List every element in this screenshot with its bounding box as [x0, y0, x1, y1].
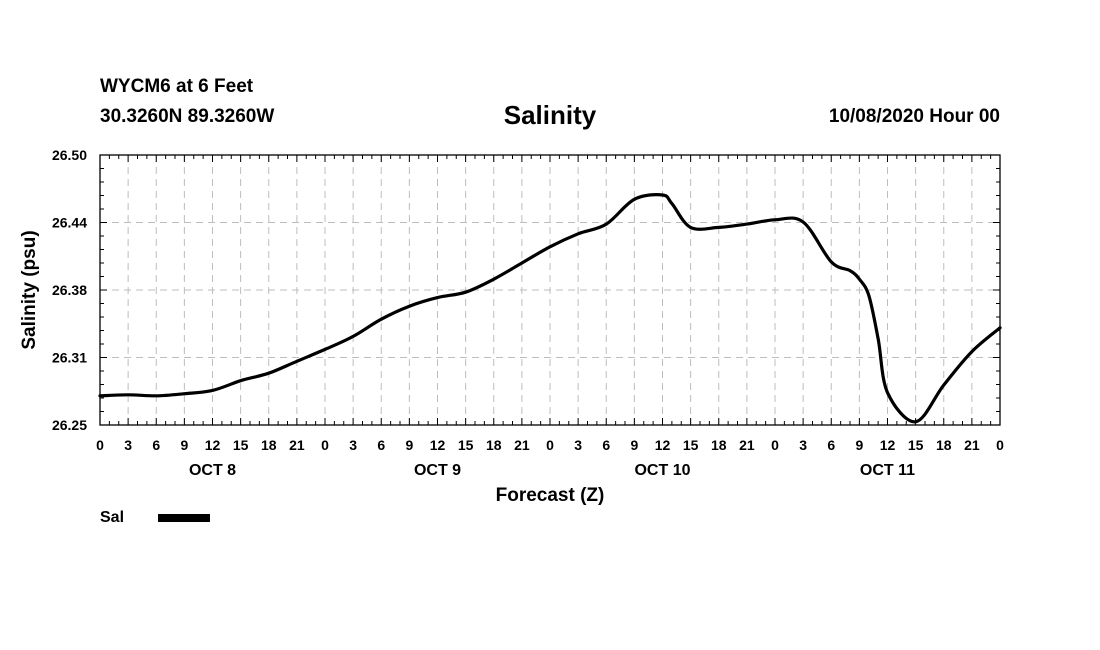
y-axis-label: Salinity (psu) — [19, 230, 40, 349]
plot-frame — [99, 154, 1001, 426]
x-tick-label: 0 — [546, 437, 554, 453]
x-tick-label: 0 — [771, 437, 779, 453]
x-tick-label: 21 — [739, 437, 755, 453]
x-axis-label: Forecast (Z) — [496, 485, 605, 506]
x-tick-label: 6 — [827, 437, 835, 453]
x-tick-label: 12 — [430, 437, 446, 453]
series-line-sal — [98, 193, 1002, 424]
x-tick-label: 0 — [96, 437, 104, 453]
x-tick-label: 21 — [964, 437, 980, 453]
x-tick-label: 21 — [289, 437, 305, 453]
x-tick-label: 21 — [514, 437, 530, 453]
x-tick-label: 18 — [486, 437, 502, 453]
day-label: OCT 9 — [414, 462, 461, 479]
y-tick-label: 26.44 — [52, 215, 87, 231]
forecast-timestamp: 10/08/2020 Hour 00 — [828, 106, 1000, 127]
legend-label-sal: Sal — [100, 509, 125, 526]
x-tick-label: 15 — [233, 437, 249, 453]
x-tick-label: 9 — [405, 437, 413, 453]
day-label: OCT 11 — [860, 462, 915, 479]
x-tick-label: 6 — [152, 437, 160, 453]
x-tick-label: 18 — [261, 437, 277, 453]
day-label: OCT 8 — [189, 462, 236, 479]
coordinates-label: 30.3260N 89.3260W — [100, 106, 275, 127]
legend-swatch-sal — [158, 514, 211, 522]
x-tick-label: 18 — [936, 437, 952, 453]
station-label: WYCM6 at 6 Feet — [100, 76, 254, 97]
x-tick-label: 9 — [630, 437, 638, 453]
y-tick-label: 26.38 — [52, 282, 87, 298]
x-tick-label: 3 — [349, 437, 357, 453]
x-tick-label: 9 — [855, 437, 863, 453]
x-tick-label: 12 — [880, 437, 896, 453]
x-tick-label: 3 — [799, 437, 807, 453]
x-tick-label: 3 — [124, 437, 132, 453]
y-tick-label: 26.25 — [52, 417, 87, 433]
x-tick-label: 6 — [377, 437, 385, 453]
x-tick-label: 15 — [908, 437, 924, 453]
x-tick-label: 12 — [205, 437, 221, 453]
y-tick-label: 26.31 — [52, 350, 87, 366]
x-tick-label: 12 — [655, 437, 671, 453]
legend: Sal — [100, 509, 211, 527]
chart-title: Salinity — [503, 100, 597, 130]
day-label: OCT 10 — [634, 462, 690, 479]
x-tick-label: 0 — [996, 437, 1004, 453]
x-tick-label: 9 — [180, 437, 188, 453]
x-tick-label: 0 — [321, 437, 329, 453]
x-tick-label: 15 — [458, 437, 474, 453]
x-tick-label: 18 — [711, 437, 727, 453]
x-tick-label: 3 — [574, 437, 582, 453]
y-tick-label: 26.50 — [52, 147, 87, 163]
x-tick-label: 6 — [602, 437, 610, 453]
x-tick-label: 15 — [683, 437, 699, 453]
